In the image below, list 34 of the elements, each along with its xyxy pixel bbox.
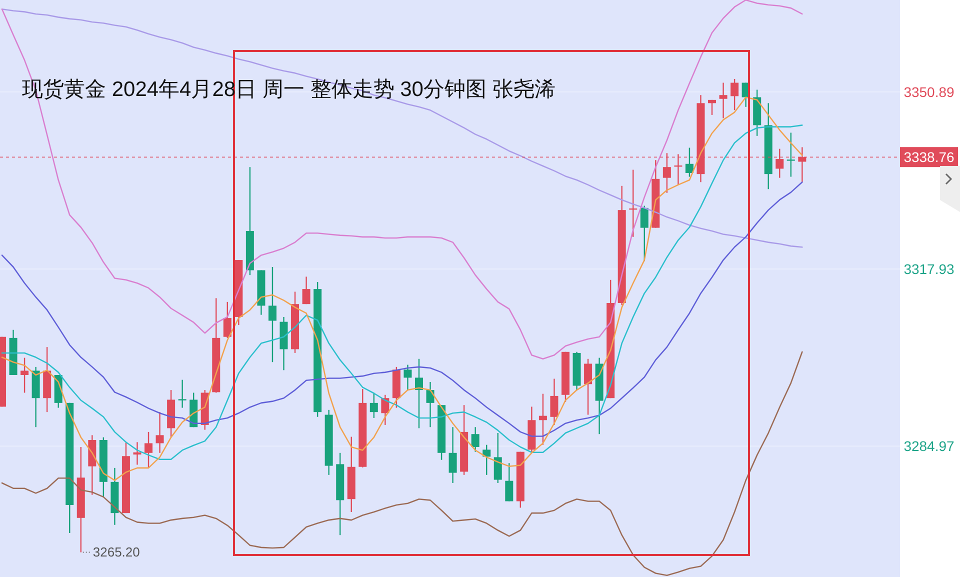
candlestick	[370, 392, 378, 419]
candlestick	[268, 266, 276, 363]
candlestick	[426, 381, 434, 428]
y-tick-label: 3284.97	[904, 438, 955, 454]
candlestick	[178, 379, 186, 408]
candlestick	[223, 301, 232, 339]
candlestick	[685, 147, 694, 178]
candlestick	[302, 276, 310, 305]
candlestick	[20, 357, 29, 394]
candlestick	[719, 82, 728, 119]
candlestick	[414, 358, 423, 429]
candlestick	[494, 432, 502, 484]
candlestick	[482, 444, 491, 476]
candlestick	[448, 426, 457, 484]
candlestick	[505, 462, 514, 502]
line-series	[1, 351, 803, 576]
candlestick	[584, 358, 592, 416]
candlestick	[404, 364, 412, 391]
line-series	[1, 0, 803, 360]
candlestick	[471, 426, 480, 452]
y-tick-label: 3350.89	[904, 84, 955, 100]
annotation: 3265.20	[92, 544, 140, 560]
candlestick	[730, 78, 739, 111]
ref-line-label: 3338.76	[904, 149, 955, 166]
candlestick	[144, 431, 153, 469]
candlestick	[786, 132, 795, 178]
y-tick-label: 3317.93	[904, 261, 955, 277]
candlestick	[538, 393, 547, 446]
candlestick	[156, 411, 164, 454]
candlestick	[550, 378, 558, 426]
line-series	[1, 8, 803, 248]
candlestick	[133, 442, 142, 466]
line-series	[1, 181, 803, 437]
candlestick	[708, 99, 716, 116]
